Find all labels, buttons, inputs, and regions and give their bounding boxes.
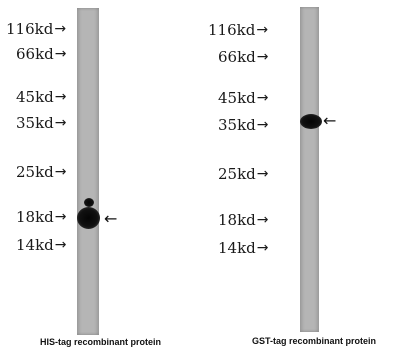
marker-label: 25kd (218, 165, 256, 183)
right-band-main (300, 114, 322, 129)
marker-arrow-icon: → (54, 237, 67, 253)
marker-label: 14kd (16, 236, 54, 254)
marker-label: 45kd (218, 89, 256, 107)
left-blot-lane (77, 8, 99, 335)
left-marker-45kd: 45kd → (16, 88, 67, 106)
right-marker-35kd: 35kd → (218, 116, 269, 134)
marker-label: 66kd (16, 45, 54, 63)
right-caption: GST-tag recombinant protein (252, 336, 377, 346)
marker-arrow-icon: → (54, 89, 67, 105)
left-caption: HIS-tag recombinant protein (40, 337, 162, 347)
right-marker-66kd: 66kd → (218, 48, 269, 66)
right-marker-45kd: 45kd → (218, 89, 269, 107)
right-marker-116kd: 116kd → (208, 21, 268, 39)
left-marker-14kd: 14kd → (16, 236, 67, 254)
left-band-faint (84, 198, 94, 207)
left-band-pointer-icon: ← (104, 209, 118, 228)
marker-label: 35kd (218, 116, 256, 134)
marker-arrow-icon: → (54, 209, 67, 225)
left-marker-116kd: 116kd → (6, 20, 66, 38)
left-blot-panel: 116kd → 66kd → 45kd → 35kd → 25kd → 18kd → 14k… (6, 8, 162, 347)
marker-arrow-icon: → (256, 166, 269, 182)
marker-arrow-icon: → (256, 49, 269, 65)
marker-arrow-icon: → (256, 117, 269, 133)
left-marker-35kd: 35kd → (16, 114, 67, 132)
marker-label: 45kd (16, 88, 54, 106)
marker-arrow-icon: → (256, 212, 269, 228)
marker-label: 14kd (218, 239, 256, 257)
marker-arrow-icon: → (256, 240, 269, 256)
marker-label: 18kd (16, 208, 54, 226)
left-marker-66kd: 66kd → (16, 45, 67, 63)
right-band-pointer-icon: ← (323, 111, 337, 130)
marker-label: 35kd (16, 114, 54, 132)
marker-label: 66kd (218, 48, 256, 66)
right-marker-25kd: 25kd → (218, 165, 269, 183)
marker-arrow-icon: → (54, 46, 67, 62)
left-marker-18kd: 18kd → (16, 208, 67, 226)
marker-label: 116kd (208, 21, 256, 39)
right-blot-lane (300, 7, 319, 332)
marker-arrow-icon: → (54, 164, 67, 180)
marker-arrow-icon: → (54, 115, 67, 131)
marker-label: 25kd (16, 163, 54, 181)
left-band-main (77, 207, 100, 229)
right-blot-panel: 116kd → 66kd → 45kd → 35kd → 25kd → 18kd → 14k… (197, 0, 394, 350)
marker-arrow-icon: → (256, 22, 269, 38)
right-marker-14kd: 14kd → (218, 239, 269, 257)
left-marker-25kd: 25kd → (16, 163, 67, 181)
marker-arrow-icon: → (256, 90, 269, 106)
marker-label: 18kd (218, 211, 256, 229)
right-marker-18kd: 18kd → (218, 211, 269, 229)
marker-label: 116kd (6, 20, 54, 38)
marker-arrow-icon: → (54, 21, 67, 37)
